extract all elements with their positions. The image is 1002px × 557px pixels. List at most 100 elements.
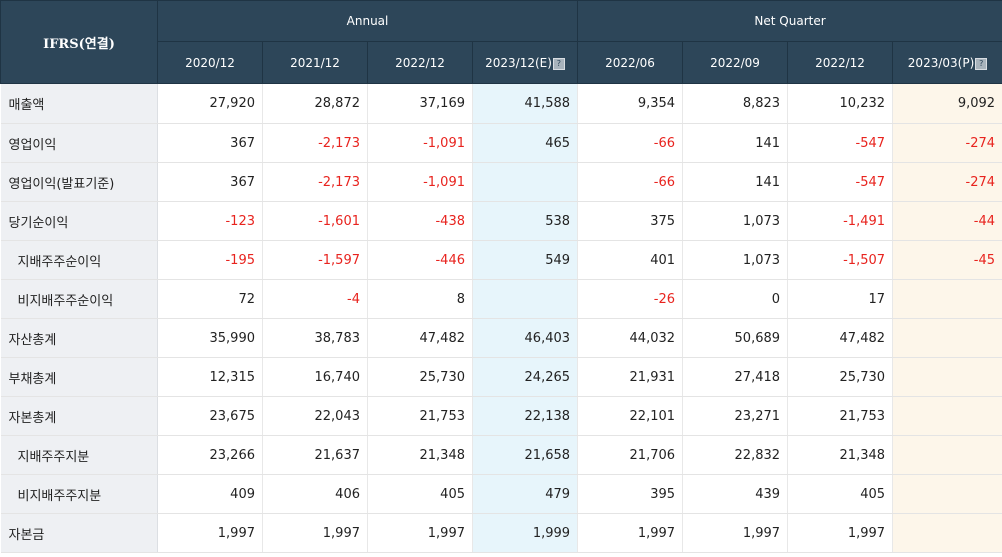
table-cell: 465 bbox=[472, 123, 579, 163]
table-cell bbox=[892, 357, 1002, 397]
row-label: 당기순이익 bbox=[0, 201, 158, 241]
table-cell: -2,173 bbox=[262, 162, 368, 202]
table-cell: 17 bbox=[787, 279, 894, 319]
table-cell: 16,740 bbox=[262, 357, 368, 397]
table-cell: 9,092 bbox=[892, 83, 1002, 124]
period-label: 2023/03(P) bbox=[907, 55, 975, 70]
row-label: 비지배주주순이익 bbox=[0, 279, 158, 319]
period-label: 2022/12 bbox=[815, 55, 865, 70]
info-icon[interactable]: ? bbox=[552, 57, 565, 70]
period-header: 2022/12 bbox=[367, 41, 473, 84]
table-cell: 23,266 bbox=[157, 435, 263, 475]
table-row: 영업이익(발표기준) 367 -2,173 -1,091 -66 141 -547 -274 bbox=[0, 162, 1002, 202]
table-cell: 47,482 bbox=[787, 318, 894, 358]
row-label: 지배주주지분 bbox=[0, 435, 158, 475]
table-cell: -195 bbox=[157, 240, 263, 280]
table-cell: -26 bbox=[577, 279, 684, 319]
table-cell: 9,354 bbox=[577, 83, 684, 124]
table-row: 비지배주주순이익 72 -4 8 -26 0 17 bbox=[0, 279, 1002, 319]
table-row: 영업이익 367 -2,173 -1,091 465 -66 141 -547 -274 bbox=[0, 123, 1002, 163]
info-icon[interactable]: ? bbox=[975, 57, 988, 70]
table-cell: 1,073 bbox=[682, 201, 789, 241]
row-label: 부채총계 bbox=[0, 357, 158, 397]
period-label: 2023/12(E) bbox=[485, 55, 552, 70]
row-label: 영업이익 bbox=[0, 123, 158, 163]
table-cell: 50,689 bbox=[682, 318, 789, 358]
row-label: 영업이익(발표기준) bbox=[0, 162, 158, 202]
period-label: 2022/09 bbox=[710, 55, 760, 70]
header-group-row: IFRS(연결) Annual Net Quarter bbox=[0, 0, 1002, 84]
table-cell bbox=[892, 396, 1002, 436]
table-cell: 1,997 bbox=[262, 513, 368, 553]
table-cell: 405 bbox=[787, 474, 894, 514]
table-cell: -44 bbox=[892, 201, 1002, 241]
table-cell: 375 bbox=[577, 201, 684, 241]
table-cell: 22,101 bbox=[577, 396, 684, 436]
table-cell: 72 bbox=[157, 279, 263, 319]
row-label: 자산총계 bbox=[0, 318, 158, 358]
table-row: 지배주주순이익 -195 -1,597 -446 549 401 1,073 -1,507 -4… bbox=[0, 240, 1002, 280]
table-cell: 406 bbox=[262, 474, 368, 514]
table-cell: -4 bbox=[262, 279, 368, 319]
table-cell: -2,173 bbox=[262, 123, 368, 163]
table-cell: -1,507 bbox=[787, 240, 894, 280]
row-label: 자본금 bbox=[0, 513, 158, 553]
table-row: 당기순이익 -123 -1,601 -438 538 375 1,073 -1,491 -44 bbox=[0, 201, 1002, 241]
table-cell: 395 bbox=[577, 474, 684, 514]
table-cell: 141 bbox=[682, 162, 789, 202]
period-header: 2023/03(P)? bbox=[892, 41, 1002, 84]
row-label: 자본총계 bbox=[0, 396, 158, 436]
table-cell: -1,091 bbox=[367, 123, 473, 163]
table-cell: 479 bbox=[472, 474, 579, 514]
table-cell: -547 bbox=[787, 123, 894, 163]
table-row: 자본총계 23,675 22,043 21,753 22,138 22,101 23,271… bbox=[0, 396, 1002, 436]
period-header: 2022/12 bbox=[787, 41, 894, 84]
table-cell: 8 bbox=[367, 279, 473, 319]
table-cell: 27,920 bbox=[157, 83, 263, 124]
table-cell: -66 bbox=[577, 162, 684, 202]
table-cell: 47,482 bbox=[367, 318, 473, 358]
table-cell: -274 bbox=[892, 162, 1002, 202]
table-cell: 1,997 bbox=[577, 513, 684, 553]
table-cell: -45 bbox=[892, 240, 1002, 280]
table-cell: 27,418 bbox=[682, 357, 789, 397]
table-row: 비지배주주지분 409 406 405 479 395 439 405 bbox=[0, 474, 1002, 514]
table-cell: 367 bbox=[157, 123, 263, 163]
table-cell: 538 bbox=[472, 201, 579, 241]
table-cell: 0 bbox=[682, 279, 789, 319]
period-header: 2021/12 bbox=[262, 41, 368, 84]
table-cell: -438 bbox=[367, 201, 473, 241]
table-cell: 1,997 bbox=[682, 513, 789, 553]
table-body: 매출액 27,920 28,872 37,169 41,588 9,354 8,823 10,… bbox=[0, 83, 1002, 553]
table-cell bbox=[892, 318, 1002, 358]
table-cell: -1,091 bbox=[367, 162, 473, 202]
table-cell: 21,348 bbox=[787, 435, 894, 475]
table-row: 매출액 27,920 28,872 37,169 41,588 9,354 8,823 10,… bbox=[0, 83, 1002, 124]
table-cell: 10,232 bbox=[787, 83, 894, 124]
table-cell: 35,990 bbox=[157, 318, 263, 358]
row-label: 지배주주순이익 bbox=[0, 240, 158, 280]
table-cell: 44,032 bbox=[577, 318, 684, 358]
table-cell: -547 bbox=[787, 162, 894, 202]
table-cell bbox=[892, 435, 1002, 475]
table-cell: 24,265 bbox=[472, 357, 579, 397]
table-cell: -1,491 bbox=[787, 201, 894, 241]
table-header: IFRS(연결) Annual Net Quarter 2020/12 2021/… bbox=[0, 0, 1002, 84]
table-cell: 8,823 bbox=[682, 83, 789, 124]
table-row: 자산총계 35,990 38,783 47,482 46,403 44,032 50,689… bbox=[0, 318, 1002, 358]
period-header: 2023/12(E)? bbox=[471, 41, 579, 84]
table-cell: 25,730 bbox=[787, 357, 894, 397]
period-header: 2020/12 bbox=[157, 41, 263, 84]
table-cell: 401 bbox=[577, 240, 684, 280]
table-row: 부채총계 12,315 16,740 25,730 24,265 21,931 27,418… bbox=[0, 357, 1002, 397]
table-cell: 25,730 bbox=[367, 357, 473, 397]
table-row: 자본금 1,997 1,997 1,997 1,999 1,997 1,997 1,997 bbox=[0, 513, 1002, 553]
table-cell: 1,997 bbox=[157, 513, 263, 553]
table-cell bbox=[472, 279, 579, 319]
table-row: 지배주주지분 23,266 21,637 21,348 21,658 21,706 22,8… bbox=[0, 435, 1002, 475]
table-cell: 12,315 bbox=[157, 357, 263, 397]
table-cell: -123 bbox=[157, 201, 263, 241]
net-quarter-group-header: Net Quarter bbox=[577, 0, 1002, 42]
table-cell: 409 bbox=[157, 474, 263, 514]
